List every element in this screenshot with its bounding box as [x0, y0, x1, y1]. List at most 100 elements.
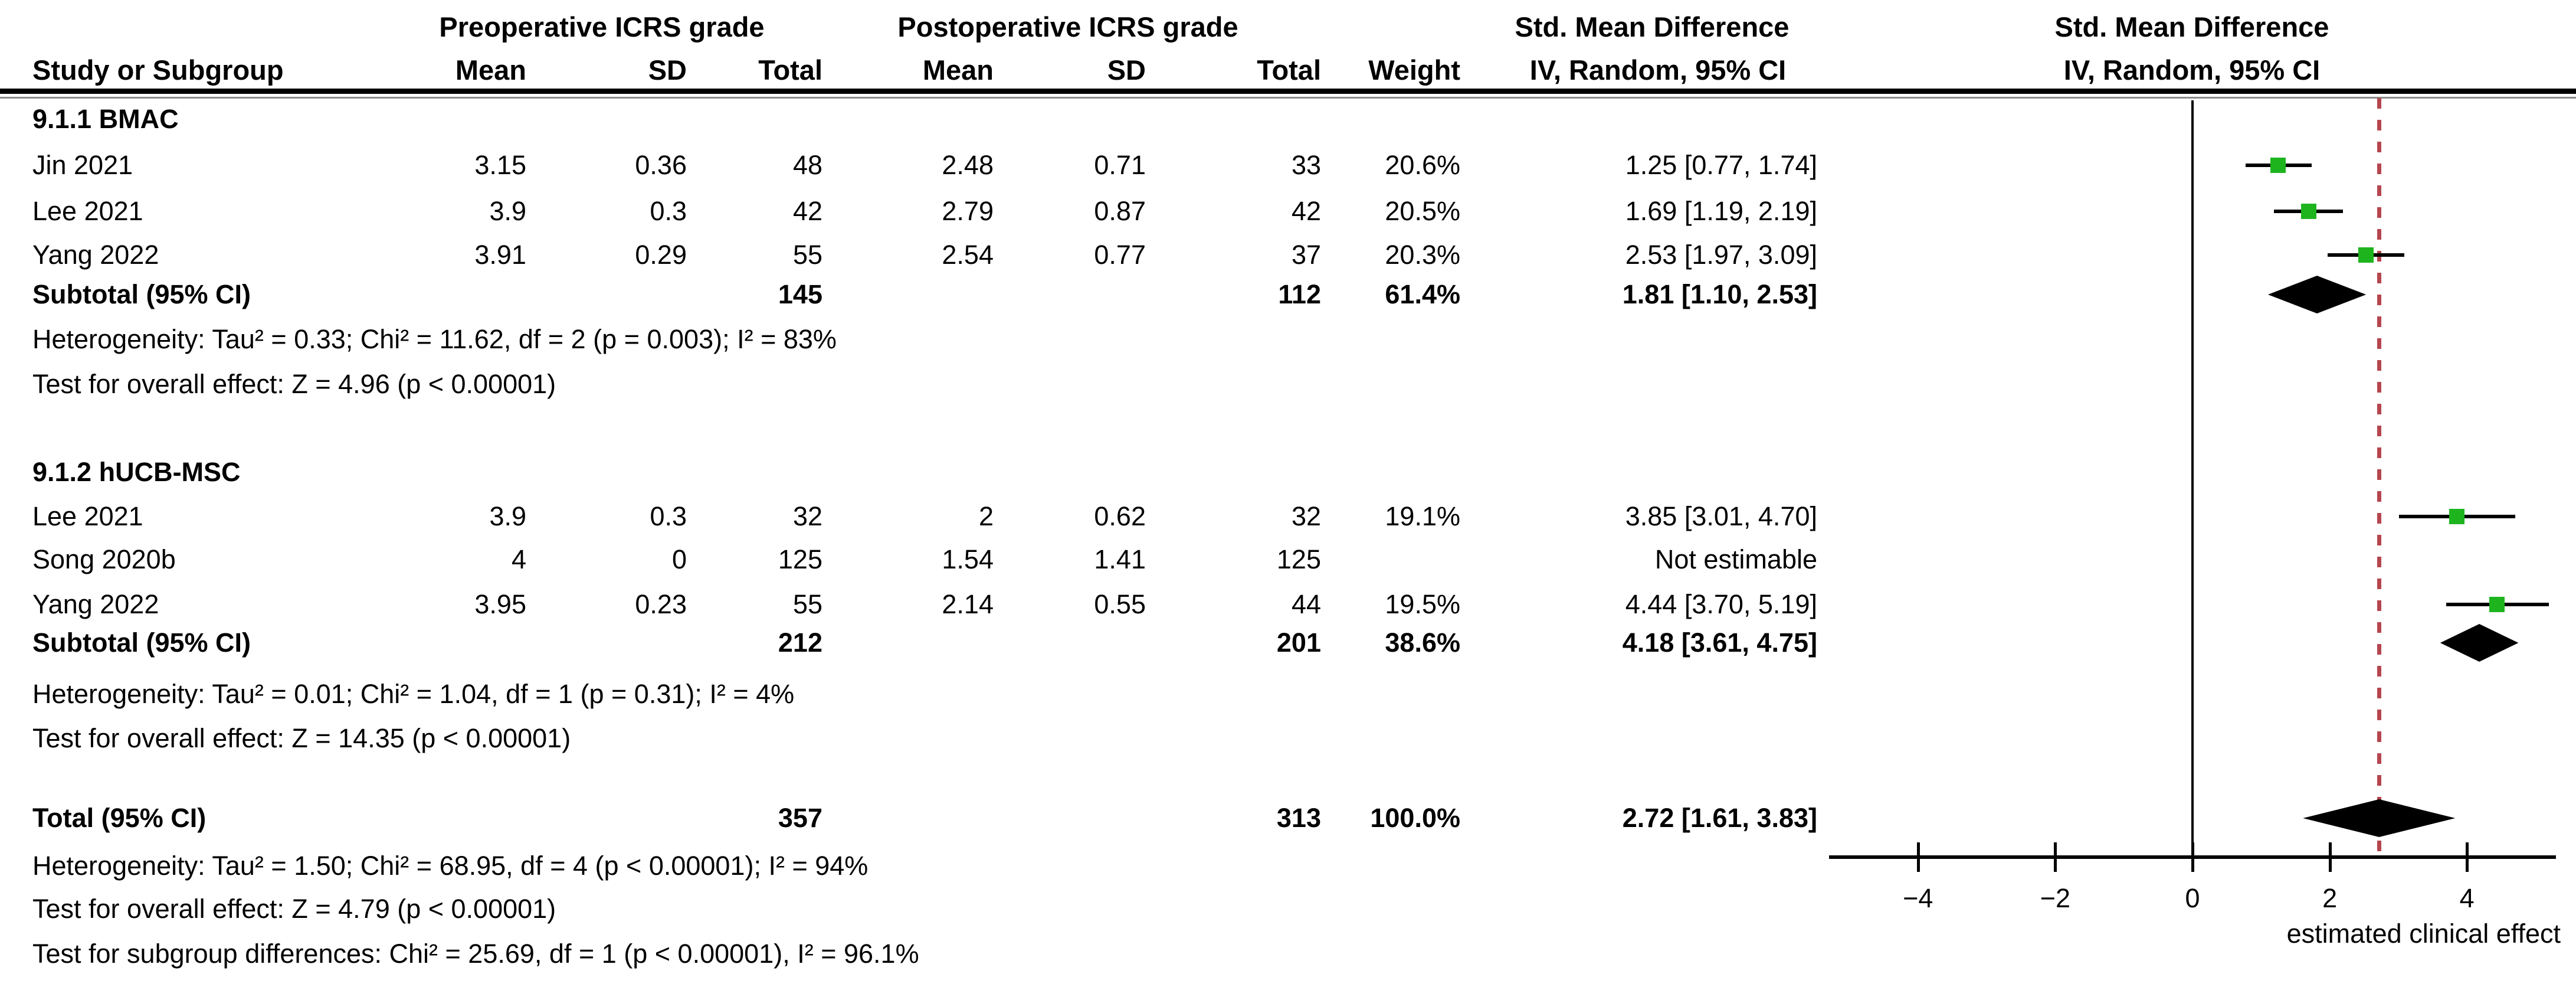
- point-estimate-marker: [2449, 509, 2464, 524]
- sd-pre: 0.29: [635, 240, 687, 270]
- column-header-sd-pre: SD: [648, 54, 687, 86]
- mean-pre: [354, 795, 526, 841]
- heterogeneity-line: Heterogeneity: Tau² = 0.01; Chi² = 1.04,…: [32, 679, 795, 709]
- total-post: 33: [1291, 150, 1321, 180]
- weight: 100.0%: [1370, 803, 1460, 833]
- x-axis-tick-label: 0: [2185, 883, 2200, 913]
- study-label: Lee 2021: [32, 501, 143, 531]
- mean-pre: 3.15: [474, 150, 526, 180]
- table-row: 9.1.1 BMAC: [0, 96, 2576, 142]
- study-label: Total (95% CI): [32, 803, 207, 833]
- overall-effect-line: Test for overall effect: Z = 14.35 (p < …: [32, 723, 571, 753]
- table-row: Lee 2021 3.9 0.3 42 2.79 0.87 42 20.5% 1.69 [1.1…: [0, 188, 2576, 234]
- sd-post: 1.41: [1094, 544, 1146, 574]
- x-axis-tick: [2328, 842, 2332, 872]
- mean-post: 2: [978, 501, 994, 531]
- sd-pre: 0.23: [635, 589, 687, 619]
- mean-post: 2.14: [942, 589, 994, 619]
- x-axis-tick: [2466, 842, 2469, 872]
- sd-pre: [539, 272, 687, 318]
- header-rule-thin: [0, 97, 2576, 99]
- sd-pre: 0.3: [650, 196, 687, 226]
- column-header-mean-post: Mean: [922, 54, 994, 86]
- total-post: 125: [1276, 544, 1321, 574]
- x-axis-label: estimated clinical effect: [2286, 919, 2561, 949]
- weight: 20.6%: [1385, 150, 1460, 180]
- weight: 20.5%: [1385, 196, 1460, 226]
- total-post: 313: [1276, 803, 1321, 833]
- study-label: Song 2020b: [32, 544, 176, 574]
- weight: 61.4%: [1385, 279, 1460, 309]
- study-label: Subtotal (95% CI): [32, 628, 251, 658]
- column-header-sd-post: SD: [1107, 54, 1146, 86]
- mean-post: [828, 620, 994, 666]
- point-estimate-marker: [2300, 204, 2316, 219]
- study-label: Lee 2021: [32, 196, 143, 226]
- smd-ci-text: 2.53 [1.97, 3.09]: [1625, 240, 1817, 270]
- total-pre: 145: [778, 279, 822, 309]
- sd-post: 0.55: [1094, 589, 1146, 619]
- total-post: 201: [1276, 628, 1321, 658]
- mean-pre: 3.9: [489, 196, 526, 226]
- table-row: Song 2020b 4 0 125 1.54 1.41 125 Not estimable: [0, 537, 2576, 583]
- subgroup-title: 9.1.2 hUCB-MSC: [32, 457, 241, 487]
- mean-post: 2.79: [942, 196, 994, 226]
- overall-effect-dashed-line: [2377, 98, 2382, 857]
- mean-post: 2.54: [942, 240, 994, 270]
- group-header-postoperative: Postoperative ICRS grade: [897, 11, 1238, 43]
- table-row: Subtotal (95% CI) 212 201 38.6% 4.18 [3.61, …: [0, 620, 2576, 666]
- sd-pre: 0.3: [650, 501, 687, 531]
- total-pre: 48: [792, 150, 822, 180]
- smd-ci-text: 2.72 [1.61, 3.83]: [1622, 803, 1817, 833]
- x-axis-tick: [2191, 842, 2194, 872]
- table-row: Test for overall effect: Z = 4.79 (p < 0…: [0, 886, 2576, 932]
- group-header-smd-plot: Std. Mean Difference: [2054, 11, 2329, 43]
- total-post: 44: [1291, 589, 1321, 619]
- point-estimate-marker: [2270, 158, 2286, 173]
- sd-post: 0.87: [1094, 196, 1146, 226]
- heterogeneity-line: Heterogeneity: Tau² = 0.33; Chi² = 11.62…: [32, 324, 837, 354]
- zero-effect-line: [2191, 100, 2194, 857]
- sd-post: [1004, 620, 1146, 666]
- mean-pre: 4: [511, 544, 526, 574]
- mean-post: 2.48: [942, 150, 994, 180]
- mean-pre: 3.95: [474, 589, 526, 619]
- column-header-mean-pre: Mean: [455, 54, 526, 86]
- total-post: 42: [1291, 196, 1321, 226]
- x-axis-tick-label: −4: [1903, 883, 1933, 913]
- table-row: Jin 2021 3.15 0.36 48 2.48 0.71 33 20.6% 1.25 [0…: [0, 142, 2576, 188]
- mean-post: 1.54: [942, 544, 994, 574]
- smd-ci-text: Not estimable: [1654, 544, 1817, 574]
- table-row: Test for overall effect: Z = 4.96 (p < 0…: [0, 361, 2576, 407]
- point-estimate-marker: [2358, 247, 2374, 263]
- smd-ci-text: 1.25 [0.77, 1.74]: [1625, 150, 1817, 180]
- total-pre: 212: [778, 628, 822, 658]
- weight: [1330, 537, 1460, 583]
- group-header-smd-text: Std. Mean Difference: [1515, 11, 1790, 43]
- column-header-study: Study or Subgroup: [32, 54, 284, 86]
- point-estimate-marker: [2489, 597, 2505, 612]
- smd-ci-text: 4.44 [3.70, 5.19]: [1625, 589, 1817, 619]
- table-row: Subtotal (95% CI) 145 112 61.4% 1.81 [1.10, …: [0, 272, 2576, 318]
- subgroup-title: 9.1.1 BMAC: [32, 104, 179, 134]
- group-header-preoperative: Preoperative ICRS grade: [439, 11, 765, 43]
- total-pre: 42: [792, 196, 822, 226]
- sd-post: 0.71: [1094, 150, 1146, 180]
- sd-pre: 0.36: [635, 150, 687, 180]
- subgroup-differences-line: Test for subgroup differences: Chi² = 25…: [32, 939, 919, 969]
- header-rule-thick: [0, 89, 2576, 94]
- table-row: Heterogeneity: Tau² = 0.33; Chi² = 11.62…: [0, 316, 2576, 362]
- mean-post: [828, 272, 994, 318]
- table-row: Heterogeneity: Tau² = 1.50; Chi² = 68.95…: [0, 843, 2576, 889]
- smd-ci-text: 1.81 [1.10, 2.53]: [1622, 279, 1817, 309]
- weight: 19.1%: [1385, 501, 1460, 531]
- table-row: Test for subgroup differences: Chi² = 25…: [0, 931, 2576, 977]
- sd-post: 0.77: [1094, 240, 1146, 270]
- total-pre: 55: [792, 240, 822, 270]
- x-axis-tick: [1916, 842, 1920, 872]
- overall-effect-line: Test for overall effect: Z = 4.79 (p < 0…: [32, 894, 556, 924]
- column-header-iv-plot: IV, Random, 95% CI: [2063, 54, 2321, 86]
- table-row: Heterogeneity: Tau² = 0.01; Chi² = 1.04,…: [0, 671, 2576, 717]
- x-axis-tick-label: −2: [2040, 883, 2071, 913]
